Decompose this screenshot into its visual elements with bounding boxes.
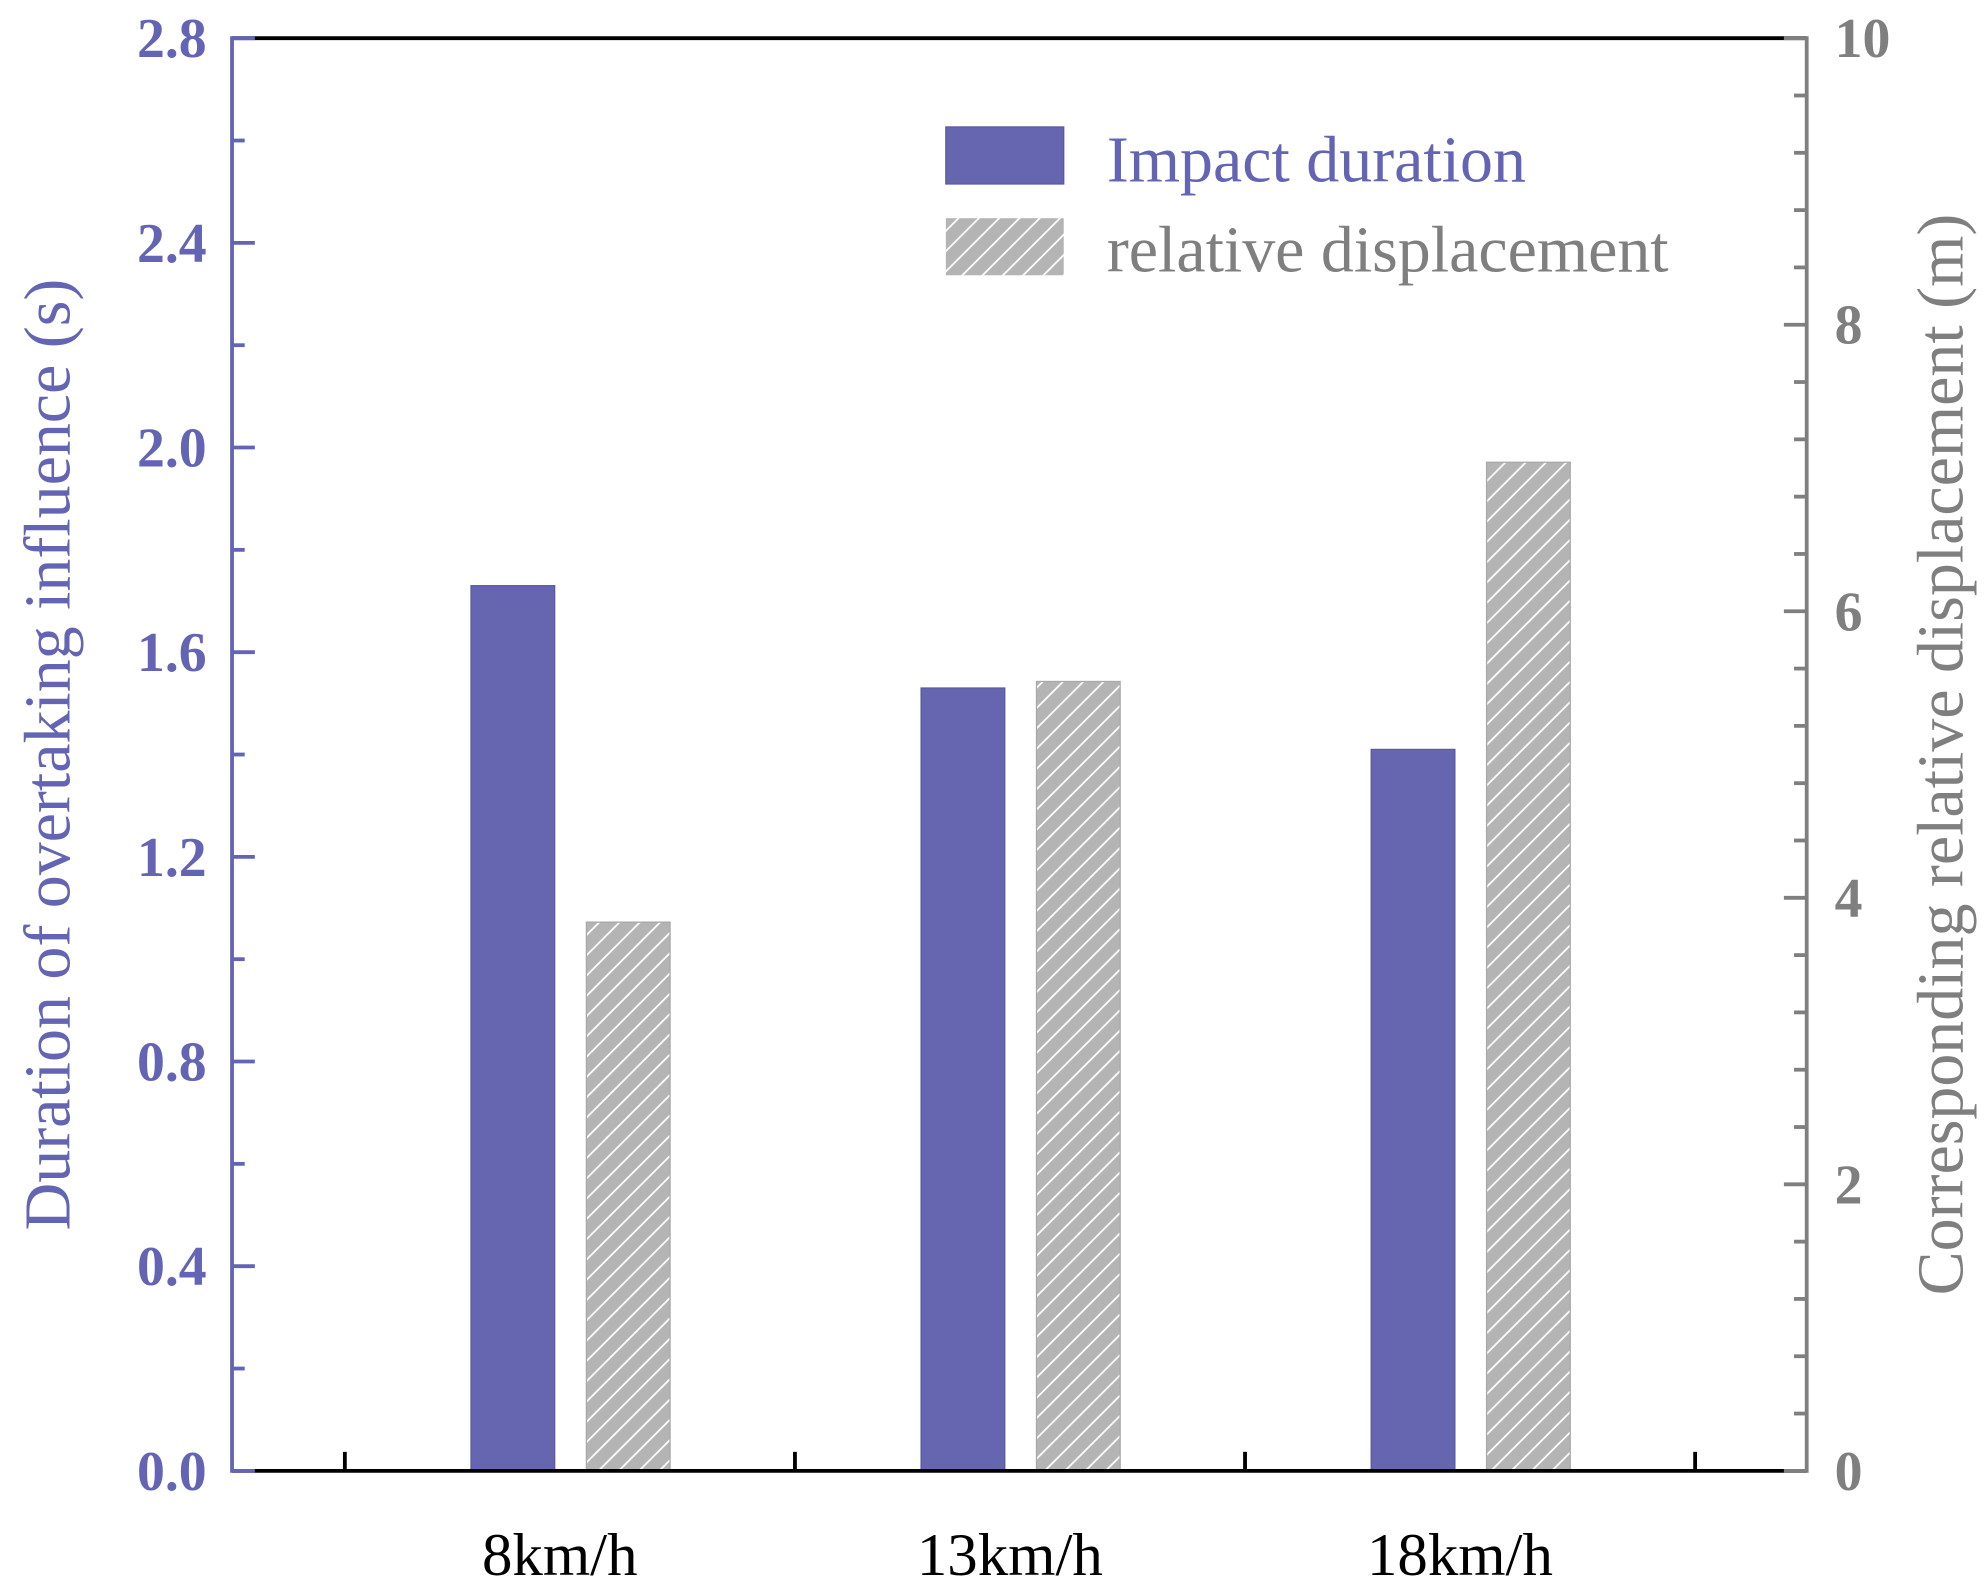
legend-label-relative-displacement: relative displacement <box>1107 213 1669 286</box>
x-tick-label: 8km/h <box>482 1522 637 1589</box>
y-tick-label-right: 2 <box>1835 1154 1863 1216</box>
y-tick-label-right: 0 <box>1835 1441 1863 1503</box>
y-tick-label-left: 1.6 <box>137 622 207 684</box>
y-tick-label-left: 1.2 <box>137 827 207 889</box>
y-tick-label-left: 0.4 <box>137 1236 207 1298</box>
y-tick-label-left: 2.8 <box>137 8 207 70</box>
legend: Impact duration relative displacement <box>945 123 1669 286</box>
y-tick-label-left: 2.4 <box>137 213 207 275</box>
y-tick-label-left: 0.8 <box>137 1032 207 1094</box>
y-tick-label-right: 8 <box>1835 295 1863 357</box>
x-tick-label: 13km/h <box>917 1522 1103 1589</box>
legend-swatch-impact-duration <box>945 126 1065 185</box>
y-axis-left-label: Duration of overtaking influence (s) <box>12 279 85 1231</box>
legend-swatch-relative-displacement <box>945 218 1064 276</box>
tick-labels: 8km/h 13km/h 18km/h 0.0 0.4 0.8 1.2 1.6 2.0 2.4 2.… <box>137 8 1890 1589</box>
y-tick-label-right: 4 <box>1835 868 1863 930</box>
legend-label-impact-duration: Impact duration <box>1107 123 1526 196</box>
bar-impact-duration-0 <box>470 585 556 1472</box>
y-axis-right-label: Corresponding relative displacement (m) <box>1905 214 1978 1296</box>
y-tick-label-right: 6 <box>1835 581 1863 643</box>
axes-group <box>230 36 1809 1473</box>
y-tick-label-left: 0.0 <box>137 1441 207 1503</box>
bar-relative-displacement-0 <box>585 921 671 1472</box>
bars-group <box>470 461 1571 1472</box>
bar-relative-displacement-1 <box>1035 680 1121 1472</box>
y-tick-label-right: 10 <box>1835 8 1891 70</box>
bar-impact-duration-1 <box>920 687 1006 1472</box>
x-tick-label: 18km/h <box>1367 1522 1553 1589</box>
y-tick-label-left: 2.0 <box>137 418 207 480</box>
bar-relative-displacement-2 <box>1485 461 1571 1472</box>
bar-impact-duration-2 <box>1370 748 1456 1472</box>
